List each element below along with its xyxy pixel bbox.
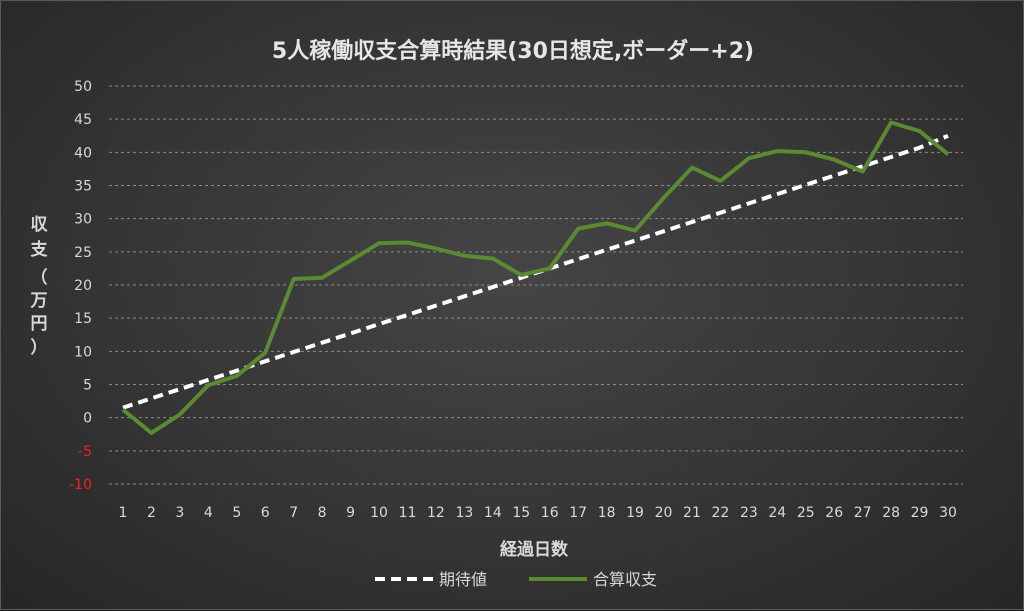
series-lines — [121, 120, 950, 435]
y-tick-label: 25 — [74, 245, 92, 261]
x-tick-label: 14 — [484, 505, 502, 521]
x-tick-label: 20 — [655, 505, 673, 521]
x-tick-label: 21 — [683, 505, 701, 521]
series-line-total — [121, 120, 950, 435]
x-tick-label: 6 — [261, 505, 270, 521]
gridlines — [109, 85, 963, 485]
x-tick-label: 16 — [541, 505, 559, 521]
x-tick-label: 19 — [626, 505, 644, 521]
y-tick-label: 15 — [74, 311, 92, 327]
x-tick-label: 30 — [939, 505, 957, 521]
y-axis-label: 収支 （ 万円 ） — [30, 215, 49, 358]
x-tick-label: 3 — [175, 505, 184, 521]
x-tick-label: 28 — [882, 505, 900, 521]
legend: 期待値 合算収支 — [375, 570, 657, 589]
y-axis-title-char: 万 — [30, 291, 48, 311]
y-tick-label: 5 — [83, 378, 92, 394]
x-tick-label: 12 — [427, 505, 445, 521]
y-tick-label: 40 — [74, 145, 92, 161]
x-tick-label: 29 — [911, 505, 929, 521]
y-tick-label: 45 — [74, 112, 92, 128]
y-tick-label: 10 — [74, 344, 92, 360]
x-tick-label: 13 — [455, 505, 473, 521]
y-axis-title-char: 支 — [31, 239, 49, 260]
y-axis-title-char: （ — [31, 267, 48, 288]
x-tick-label: 4 — [204, 505, 213, 521]
chart-title: 5人稼働収支合算時結果(30日想定,ボーダー+2) — [272, 38, 754, 64]
y-axis-title-char: ） — [31, 337, 48, 358]
x-tick-label: 8 — [318, 505, 327, 521]
x-tick-label: 1 — [119, 505, 128, 521]
y-tick-label: 50 — [74, 79, 92, 95]
y-axis-title-char: 収 — [31, 215, 49, 235]
x-tick-label: 22 — [711, 505, 729, 521]
x-axis-title: 経過日数 — [500, 539, 569, 560]
x-tick-label: 18 — [598, 505, 616, 521]
x-axis-tick-labels: 1 2 3 4 5 6 7 8 9 10 11 12 13 14 15 16 17 18 19 20 21 22 23 24 2… — [119, 505, 957, 521]
legend-label: 期待値 — [439, 570, 487, 589]
x-tick-label: 5 — [232, 505, 241, 521]
x-tick-label: 10 — [370, 505, 388, 521]
y-tick-label: -5 — [78, 444, 92, 460]
x-tick-label: 23 — [740, 505, 758, 521]
y-tick-label: -10 — [69, 477, 92, 493]
legend-label: 合算収支 — [593, 570, 657, 589]
x-tick-label: 15 — [512, 505, 530, 521]
x-tick-label: 2 — [147, 505, 156, 521]
y-axis-title-char: 円 — [31, 314, 48, 334]
x-tick-label: 7 — [289, 505, 298, 521]
x-tick-label: 25 — [797, 505, 815, 521]
y-tick-label: 0 — [83, 411, 92, 427]
x-tick-label: 26 — [825, 505, 843, 521]
x-tick-label: 11 — [399, 505, 417, 521]
x-tick-label: 17 — [569, 505, 587, 521]
x-tick-label: 27 — [854, 505, 872, 521]
y-tick-label: 20 — [74, 278, 92, 294]
x-tick-label: 24 — [768, 505, 786, 521]
x-tick-label: 9 — [346, 505, 355, 521]
y-tick-label: 30 — [74, 212, 92, 228]
y-tick-label: 35 — [74, 179, 92, 195]
